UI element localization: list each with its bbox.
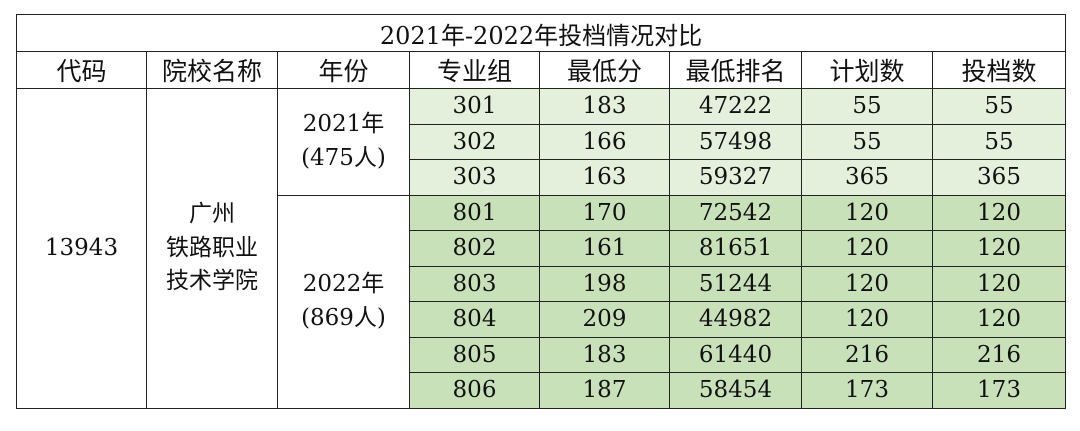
major-group-cell: 805	[409, 336, 540, 373]
min-score-cell: 170	[539, 194, 670, 231]
admitted-count-cell: 120	[931, 301, 1067, 338]
min-rank-cell: 81651	[669, 230, 802, 267]
plan-count-cell: 173	[801, 372, 933, 409]
major-group-cell: 803	[409, 265, 540, 302]
header-row: 代码 院校名称 年份 专业组 最低分 最低排名 计划数 投档数	[16, 51, 1067, 89]
table-title: 2021年-2022年投档情况对比	[15, 14, 1067, 52]
year-label: 2021年	[302, 111, 385, 138]
year-label: 2022年	[302, 271, 385, 298]
table-row: 13943 广州 铁路职业 技术学院 2021年 (475人) 301 183 …	[16, 88, 1067, 409]
admitted-count-cell: 216	[931, 336, 1067, 373]
plan-count-cell: 365	[801, 159, 933, 196]
header-code: 代码	[16, 51, 147, 89]
table-row: 803 198 51244 120 120	[17, 265, 1067, 302]
min-score-cell: 183	[539, 88, 670, 125]
min-score-cell: 163	[539, 159, 670, 196]
min-rank-cell: 47222	[669, 88, 802, 125]
table-row: 302 166 57498 55 55	[17, 123, 1067, 160]
major-group-cell: 801	[409, 194, 540, 231]
major-group-cell: 806	[409, 372, 540, 409]
major-group-cell: 302	[409, 123, 540, 160]
table-row: 806 187 58454 173 173	[17, 372, 1067, 409]
year-quota: (475人)	[301, 144, 386, 171]
header-plan-count: 计划数	[801, 51, 933, 89]
table-row: 804 209 44982 120 120	[17, 301, 1067, 338]
table-title-row: 2021年-2022年投档情况对比	[15, 14, 1067, 52]
min-score-cell: 161	[539, 230, 670, 267]
min-score-cell: 183	[539, 336, 670, 373]
year-quota: (869人)	[301, 304, 386, 331]
header-min-score: 最低分	[539, 51, 670, 89]
plan-count-cell: 55	[801, 123, 933, 160]
min-rank-cell: 61440	[669, 336, 802, 373]
admitted-count-cell: 55	[931, 123, 1067, 160]
min-rank-cell: 72542	[669, 194, 802, 231]
school-code: 13943	[16, 88, 147, 409]
major-group-cell: 802	[409, 230, 540, 267]
admitted-count-cell: 173	[931, 372, 1067, 409]
min-score-cell: 166	[539, 123, 670, 160]
header-admitted-count: 投档数	[931, 51, 1067, 89]
major-group-cell: 301	[409, 88, 540, 125]
admitted-count-cell: 120	[931, 230, 1067, 267]
plan-count-cell: 120	[801, 194, 933, 231]
min-score-cell: 209	[539, 301, 670, 338]
admitted-count-cell: 55	[931, 88, 1067, 125]
plan-count-cell: 120	[801, 230, 933, 267]
plan-count-cell: 55	[801, 88, 933, 125]
plan-count-cell: 216	[801, 336, 933, 373]
admitted-count-cell: 365	[931, 159, 1067, 196]
admission-comparison-table: 2021年-2022年投档情况对比 代码 院校名称 年份 专业组 最低分 最低排…	[15, 14, 1067, 409]
min-score-cell: 198	[539, 265, 670, 302]
school-name: 广州 铁路职业 技术学院	[146, 88, 278, 409]
header-year: 年份	[277, 51, 410, 89]
min-rank-cell: 57498	[669, 123, 802, 160]
min-rank-cell: 44982	[669, 301, 802, 338]
min-rank-cell: 51244	[669, 265, 802, 302]
table-row: 802 161 81651 120 120	[17, 230, 1067, 267]
min-rank-cell: 59327	[669, 159, 802, 196]
school-name-line: 技术学院	[166, 267, 258, 294]
major-group-cell: 804	[409, 301, 540, 338]
major-group-cell: 303	[409, 159, 540, 196]
admitted-count-cell: 120	[931, 194, 1067, 231]
plan-count-cell: 120	[801, 301, 933, 338]
plan-count-cell: 120	[801, 265, 933, 302]
header-school-name: 院校名称	[146, 51, 278, 89]
year-2021: 2021年 (475人)	[277, 88, 410, 196]
table-row: 303 163 59327 365 365	[17, 159, 1067, 196]
header-min-rank: 最低排名	[669, 51, 802, 89]
min-rank-cell: 58454	[669, 372, 802, 409]
admitted-count-cell: 120	[931, 265, 1067, 302]
school-name-line: 铁路职业	[166, 234, 258, 261]
min-score-cell: 187	[539, 372, 670, 409]
school-name-line: 广州	[189, 201, 235, 228]
header-major-group: 专业组	[409, 51, 540, 89]
year-2022: 2022年 (869人)	[277, 194, 410, 409]
